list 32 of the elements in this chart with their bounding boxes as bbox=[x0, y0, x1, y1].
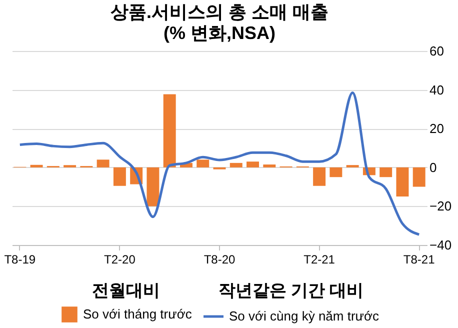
x-tick-label: T8-20 bbox=[204, 252, 236, 266]
y-tick-label: 40 bbox=[430, 82, 444, 98]
bar bbox=[196, 160, 210, 168]
bar bbox=[313, 167, 326, 186]
bar bbox=[96, 160, 110, 168]
bar bbox=[163, 94, 176, 168]
text: 전월대비 bbox=[92, 281, 160, 300]
x-tick-label: T2-21 bbox=[304, 252, 336, 266]
bar bbox=[113, 167, 126, 186]
bar bbox=[330, 167, 342, 178]
chart-subtitle: (% 변화,NSA) bbox=[164, 23, 276, 43]
bar bbox=[30, 164, 43, 168]
x-tick-label: T8-19 bbox=[4, 252, 36, 266]
bar bbox=[412, 167, 426, 187]
bar bbox=[380, 167, 392, 178]
bar bbox=[146, 167, 160, 206]
bar bbox=[246, 162, 260, 168]
legend-label: So với tháng trước bbox=[83, 306, 192, 322]
legend-label: So với cùng kỳ năm trước bbox=[229, 308, 380, 324]
chart-title: 상품.서비스의 총 소매 매출 bbox=[110, 2, 329, 22]
x-tick-label: T2-20 bbox=[104, 252, 136, 266]
y-tick-label: 60 bbox=[430, 44, 444, 58]
line-series bbox=[18, 91, 420, 236]
bar bbox=[263, 164, 276, 168]
y-tick-label: −40 bbox=[430, 238, 452, 252]
x-tick-label: T8-21 bbox=[403, 252, 436, 266]
y-tick-label: 0 bbox=[430, 160, 437, 175]
y-tick-label: −20 bbox=[430, 198, 452, 214]
text: 작년같은 기간 대비 bbox=[218, 281, 364, 300]
bar bbox=[230, 162, 242, 168]
bar bbox=[396, 167, 409, 196]
y-tick-label: 20 bbox=[430, 121, 444, 136]
